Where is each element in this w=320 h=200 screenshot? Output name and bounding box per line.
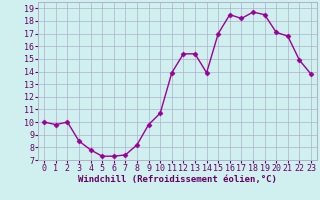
- X-axis label: Windchill (Refroidissement éolien,°C): Windchill (Refroidissement éolien,°C): [78, 175, 277, 184]
